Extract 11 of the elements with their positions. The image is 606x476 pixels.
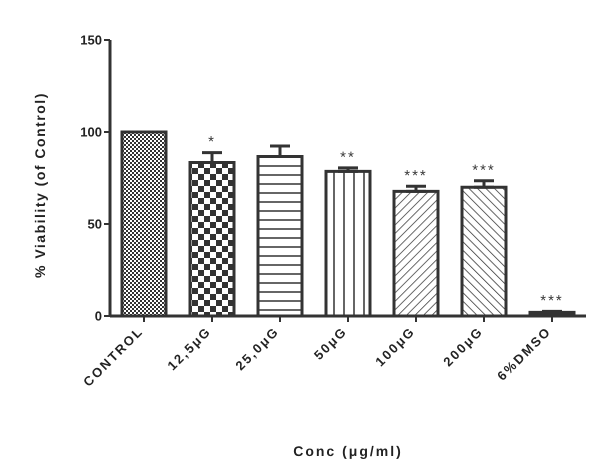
y-tick-label: 150 [80, 32, 102, 48]
y-tick-label: 50 [88, 216, 102, 232]
annotation: *** [472, 162, 496, 179]
y-tick-label: 100 [80, 124, 102, 140]
annotation: *** [540, 292, 564, 310]
y-tick-label: 0 [94, 308, 102, 324]
annotation: * [208, 134, 216, 151]
y-axis-title: % Viability (of Control) [32, 92, 48, 278]
annotation: ** [340, 148, 356, 166]
annotation: *** [404, 167, 428, 184]
x-axis-title: Conc (μg/ml) [293, 443, 403, 459]
